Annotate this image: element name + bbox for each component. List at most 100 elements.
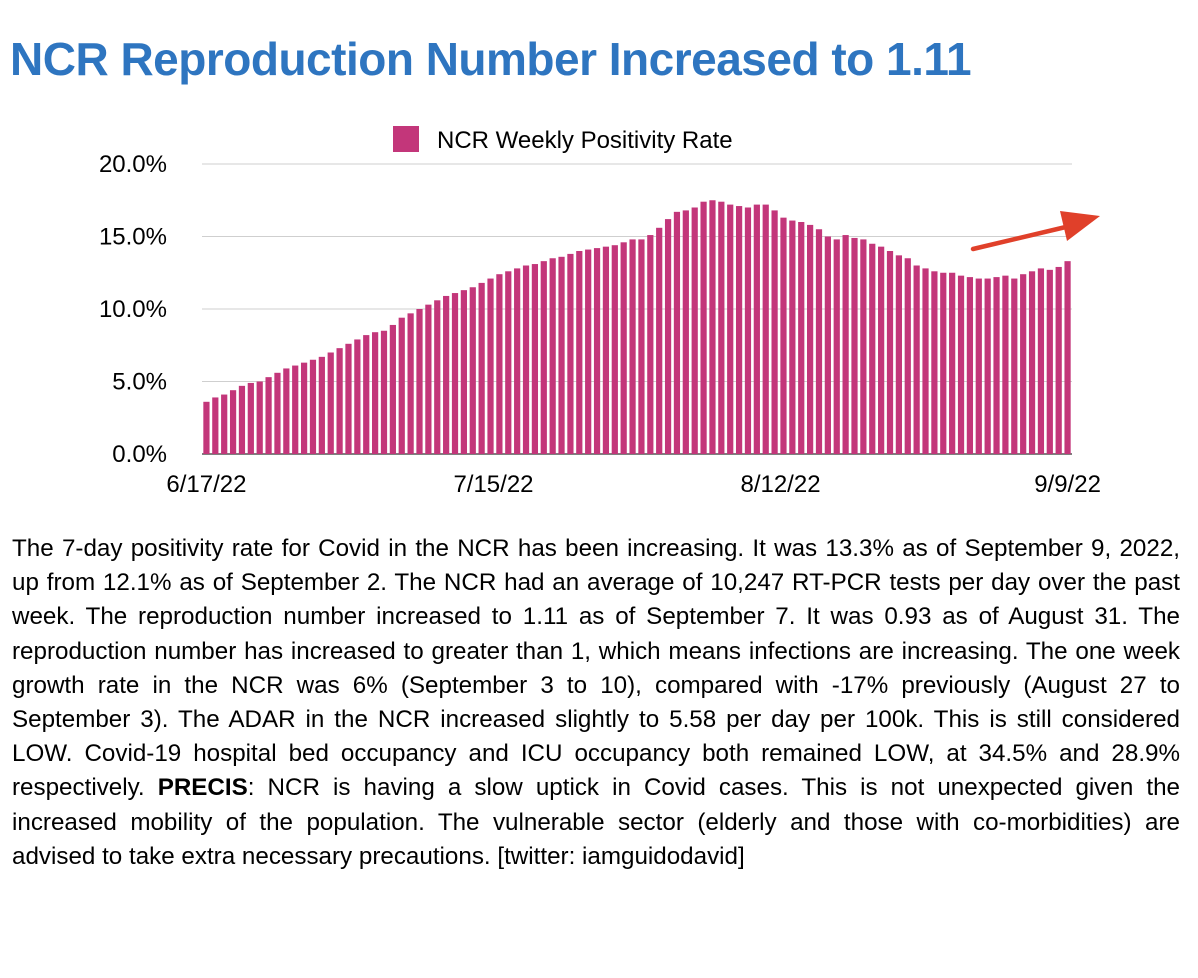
bar [540,261,547,454]
bar [274,372,281,454]
bar [931,271,938,454]
bar [647,235,654,454]
bar [398,317,405,454]
bar [283,368,290,454]
y-tick-label: 15.0% [99,224,167,251]
bar [514,268,521,454]
y-tick-label: 10.0% [99,296,167,323]
y-tick-label: 0.0% [112,441,167,468]
bar [256,381,263,454]
bar [292,365,299,454]
bar [389,324,396,454]
bar [1055,266,1062,454]
x-tick-label: 6/17/22 [166,471,246,498]
bar [567,253,574,454]
bar [327,352,334,454]
bar [780,217,787,454]
x-tick-label: 9/9/22 [1034,471,1101,498]
y-axis-labels: 0.0% 5.0% 10.0% 15.0% 20.0% [99,151,167,468]
bar [1046,269,1053,454]
bar [407,313,414,454]
bar [363,335,370,454]
x-axis-labels: 6/17/22 7/15/22 8/12/22 9/9/22 [166,471,1101,498]
trend-arrow-shaft [970,223,1073,252]
bar [300,362,308,454]
bar [833,239,840,454]
positivity-rate-chart: 0.0% 5.0% 10.0% 15.0% 20.0% 6/17/22 7/15/22 8/… [99,126,1101,498]
bar [469,287,476,454]
bar [443,295,450,454]
legend-swatch [393,126,419,152]
bar [522,265,530,454]
bar [318,356,325,454]
bar [309,359,317,454]
bar [700,201,707,454]
bar [922,268,929,454]
bar [691,207,698,454]
bar [744,207,752,454]
bar [549,258,556,454]
bar [558,256,565,454]
x-tick-label: 7/15/22 [453,471,533,498]
bar [869,243,876,454]
trend-arrow-icon [970,211,1100,252]
bar [238,385,246,454]
bar [860,239,867,454]
bar [709,200,716,454]
bar [851,237,858,454]
bar [949,272,956,454]
bar [434,300,441,454]
summary-text-part2: : NCR is having a slow uptick in Covid c… [12,774,1180,870]
bar [1011,278,1018,454]
bar [1064,261,1071,454]
bar [886,251,894,454]
bar [593,248,601,454]
bar [1037,268,1045,454]
bar [212,397,219,454]
bar [505,271,512,454]
bar [815,229,823,454]
bar [372,332,379,454]
bar [789,220,796,454]
bar [807,224,814,454]
y-tick-label: 5.0% [112,369,167,396]
bar [1028,271,1036,454]
bar [638,239,645,454]
bar [798,222,805,454]
bar [203,401,210,454]
bar [984,278,991,454]
bar [416,309,423,454]
legend-label: NCR Weekly Positivity Rate [437,127,733,154]
bar [585,249,592,454]
bar [229,390,237,454]
chart-bars [203,200,1071,454]
bar [265,377,272,454]
bar [487,278,494,454]
chart-legend: NCR Weekly Positivity Rate [393,126,733,154]
x-tick-label: 8/12/22 [740,471,820,498]
bar [629,239,636,454]
bar [762,204,769,454]
bar [345,343,352,454]
bar [824,236,831,454]
bar [620,242,627,454]
bar [913,265,920,454]
y-tick-label: 20.0% [99,151,167,178]
bar [611,245,618,454]
bar [993,277,1000,454]
bar [673,211,681,454]
bar [878,246,885,454]
bar [664,219,672,454]
summary-text-part1: The 7-day positivity rate for Covid in t… [12,535,1180,802]
bar [1002,275,1009,454]
bar [735,206,743,454]
bar [602,246,610,454]
bar [576,251,583,454]
trend-arrow-head [1060,211,1100,241]
bar [460,290,467,454]
page-title: NCR Reproduction Number Increased to 1.1… [10,33,972,85]
bar [842,235,849,454]
bar [727,204,734,454]
bar [718,201,725,454]
bar [496,274,503,454]
